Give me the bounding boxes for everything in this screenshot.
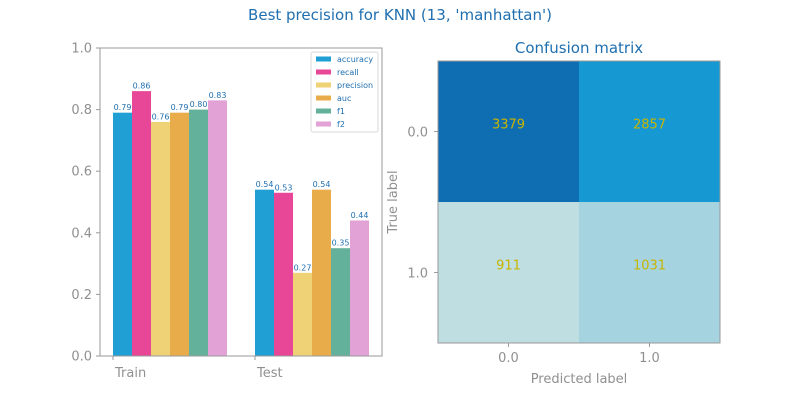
matrix-value: 3379	[492, 118, 525, 133]
y-axis-label: True label	[386, 170, 401, 234]
legend-swatch	[316, 108, 331, 114]
bars	[113, 91, 369, 357]
bar-auc	[170, 112, 189, 357]
bar-f2	[208, 100, 227, 356]
legend-label: f2	[337, 120, 345, 129]
x-tick-label: 1.0	[639, 351, 660, 366]
x-tick-label: 0.0	[498, 351, 519, 366]
bar-value-label: 0.53	[275, 183, 293, 192]
legend-label: recall	[337, 68, 359, 77]
bar-value-label: 0.83	[209, 91, 227, 100]
bar-recall	[132, 91, 151, 357]
bar-value-label: 0.79	[114, 103, 132, 112]
bar-f1	[189, 109, 208, 356]
matrix-cell	[579, 202, 720, 343]
matrix-frame	[437, 60, 721, 344]
y-tick-label: 0.2	[71, 288, 92, 303]
bar-recall	[274, 192, 293, 356]
bar-chart: 0.00.20.40.60.81.0 0.790.540.860.530.760…	[71, 42, 383, 381]
matrix-cell	[438, 61, 579, 202]
bar-accuracy	[255, 189, 274, 356]
legend-label: accuracy	[337, 55, 373, 64]
y-tick-label: 0.6	[71, 165, 92, 180]
legend-label: auc	[337, 94, 351, 103]
bar-value-label: 0.86	[133, 82, 151, 91]
bar-chart-frame	[99, 47, 383, 357]
legend: accuracy recall precision auc f1 f2	[310, 51, 379, 133]
legend-swatch	[316, 69, 331, 75]
bar-precision	[151, 121, 170, 356]
y-tick-label: 0.0	[71, 350, 92, 365]
x-category-label: Test	[256, 366, 283, 381]
y-tick-label: 0.4	[71, 226, 92, 241]
bar-value-labels: 0.79 0.54 0.86 0.53 0.76 0.27 0.79 0.54 0.80 0.35…	[114, 82, 369, 273]
legend-swatch	[316, 121, 331, 127]
matrix-cell	[438, 202, 579, 343]
legend-swatch	[316, 95, 331, 101]
bar-value-label: 0.54	[313, 180, 331, 189]
bar-value-label: 0.54	[256, 180, 274, 189]
figure-title: Best precision for KNN (13, 'manhattan')	[248, 6, 552, 24]
bar-value-label: 0.27	[294, 263, 312, 272]
confusion-matrix-title: Confusion matrix	[515, 39, 643, 57]
matrix-value: 1031	[633, 259, 666, 274]
y-tick-label: 0.8	[71, 103, 92, 118]
y-tick-label: 1.0	[407, 267, 428, 282]
x-axis-categories: Train Test	[112, 356, 283, 381]
y-axis-ticks: 0.0 0.2 0.4 0.6 0.8 1.0	[71, 42, 100, 365]
legend-label: precision	[337, 81, 373, 90]
legend-label: f1	[337, 107, 345, 116]
bar-value-label: 0.44	[351, 211, 369, 220]
bar-value-label: 0.76	[152, 112, 170, 121]
y-tick-label: 1.0	[71, 42, 92, 57]
bar-precision	[293, 272, 312, 356]
legend-swatch	[316, 56, 331, 62]
matrix-ticks: 0.0 1.0 0.0 1.0	[407, 126, 660, 367]
x-axis-label: Predicted label	[531, 372, 628, 387]
matrix-value: 2857	[633, 118, 666, 133]
bar-auc	[312, 189, 331, 356]
bar-value-label: 0.80	[190, 100, 208, 109]
bar-value-label: 0.79	[171, 103, 189, 112]
legend-swatch	[316, 82, 331, 88]
bar-f2	[350, 220, 369, 356]
matrix-cells	[438, 61, 720, 343]
matrix-values: 3379 2857 911 1031	[492, 118, 666, 274]
bar-value-label: 0.35	[332, 239, 350, 248]
matrix-cell	[579, 61, 720, 202]
bar-accuracy	[113, 112, 132, 357]
x-category-label: Train	[114, 366, 146, 381]
bar-f1	[331, 248, 350, 356]
y-tick-label: 0.0	[407, 126, 428, 141]
matrix-value: 911	[496, 259, 521, 274]
